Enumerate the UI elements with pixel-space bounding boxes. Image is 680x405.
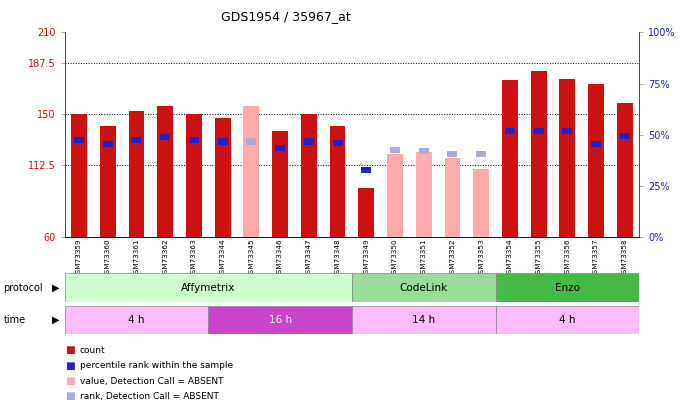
Text: GSM73344: GSM73344 <box>220 238 226 278</box>
Text: GSM73359: GSM73359 <box>76 238 82 278</box>
Bar <box>496 306 639 334</box>
Text: GSM73348: GSM73348 <box>335 238 341 278</box>
Text: percentile rank within the sample: percentile rank within the sample <box>80 361 233 370</box>
Text: 4 h: 4 h <box>128 315 145 325</box>
Text: Affymetrix: Affymetrix <box>181 283 235 292</box>
Bar <box>131 137 141 143</box>
Text: ▶: ▶ <box>52 315 60 325</box>
Bar <box>416 152 432 237</box>
Text: GSM73357: GSM73357 <box>593 238 599 278</box>
Bar <box>390 147 400 153</box>
Bar <box>445 158 460 237</box>
Text: CodeLink: CodeLink <box>400 283 448 292</box>
Text: protocol: protocol <box>3 283 43 292</box>
Bar <box>330 126 345 237</box>
Text: GSM73358: GSM73358 <box>622 238 628 278</box>
Text: ■: ■ <box>65 345 74 355</box>
Text: GSM73349: GSM73349 <box>363 238 369 278</box>
Text: GSM73345: GSM73345 <box>248 238 254 278</box>
Bar <box>65 273 352 302</box>
Bar <box>502 80 517 237</box>
Text: GSM73363: GSM73363 <box>191 238 197 278</box>
Bar <box>275 145 285 151</box>
Bar <box>352 273 496 302</box>
Bar <box>588 84 604 237</box>
Bar <box>560 79 575 237</box>
Bar <box>361 167 371 173</box>
Text: GSM73360: GSM73360 <box>105 238 111 278</box>
Text: GSM73350: GSM73350 <box>392 238 398 278</box>
Text: ▶: ▶ <box>52 283 60 292</box>
Bar <box>617 103 632 237</box>
Bar <box>352 306 496 334</box>
Bar <box>387 154 403 237</box>
Text: GSM73361: GSM73361 <box>133 238 139 278</box>
Bar <box>157 106 173 237</box>
Bar <box>218 139 228 145</box>
Bar <box>246 139 256 145</box>
Bar <box>74 137 84 143</box>
Bar <box>100 126 116 237</box>
Text: GSM73362: GSM73362 <box>162 238 168 278</box>
Text: GSM73354: GSM73354 <box>507 238 513 278</box>
Bar <box>246 139 256 145</box>
Bar <box>619 133 630 139</box>
Text: value, Detection Call = ABSENT: value, Detection Call = ABSENT <box>80 377 223 386</box>
Bar <box>476 151 486 157</box>
Bar <box>304 139 314 145</box>
Bar <box>272 130 288 237</box>
Text: time: time <box>3 315 26 325</box>
Bar <box>333 140 343 146</box>
Text: GSM73351: GSM73351 <box>421 238 427 278</box>
Text: GSM73355: GSM73355 <box>536 238 542 278</box>
Bar <box>531 70 547 237</box>
Bar <box>160 134 170 141</box>
Text: ■: ■ <box>65 376 74 386</box>
Bar <box>243 106 259 237</box>
Bar <box>129 111 144 237</box>
Bar <box>591 141 601 147</box>
Bar <box>186 114 202 237</box>
Text: GSM73347: GSM73347 <box>306 238 312 278</box>
Text: ■: ■ <box>65 392 74 401</box>
Bar <box>562 128 573 134</box>
Bar <box>71 114 87 237</box>
Bar <box>473 169 489 237</box>
Text: count: count <box>80 346 105 355</box>
Text: Enzo: Enzo <box>555 283 580 292</box>
Bar <box>65 306 208 334</box>
Bar <box>496 273 639 302</box>
Text: 4 h: 4 h <box>559 315 576 325</box>
Bar <box>358 188 374 237</box>
Bar <box>103 141 113 147</box>
Bar <box>534 128 544 134</box>
Text: 16 h: 16 h <box>269 315 292 325</box>
Bar <box>447 151 458 157</box>
Text: GSM73352: GSM73352 <box>449 238 456 278</box>
Bar <box>215 118 231 237</box>
Bar <box>208 306 352 334</box>
Bar <box>301 114 317 237</box>
Text: GDS1954 / 35967_at: GDS1954 / 35967_at <box>221 10 350 23</box>
Bar <box>505 128 515 134</box>
Text: GSM73346: GSM73346 <box>277 238 283 278</box>
Text: GSM73356: GSM73356 <box>564 238 571 278</box>
Text: rank, Detection Call = ABSENT: rank, Detection Call = ABSENT <box>80 392 218 401</box>
Bar <box>189 137 199 143</box>
Bar <box>419 148 429 154</box>
Text: ■: ■ <box>65 361 74 371</box>
Text: 14 h: 14 h <box>412 315 435 325</box>
Text: GSM73353: GSM73353 <box>478 238 484 278</box>
